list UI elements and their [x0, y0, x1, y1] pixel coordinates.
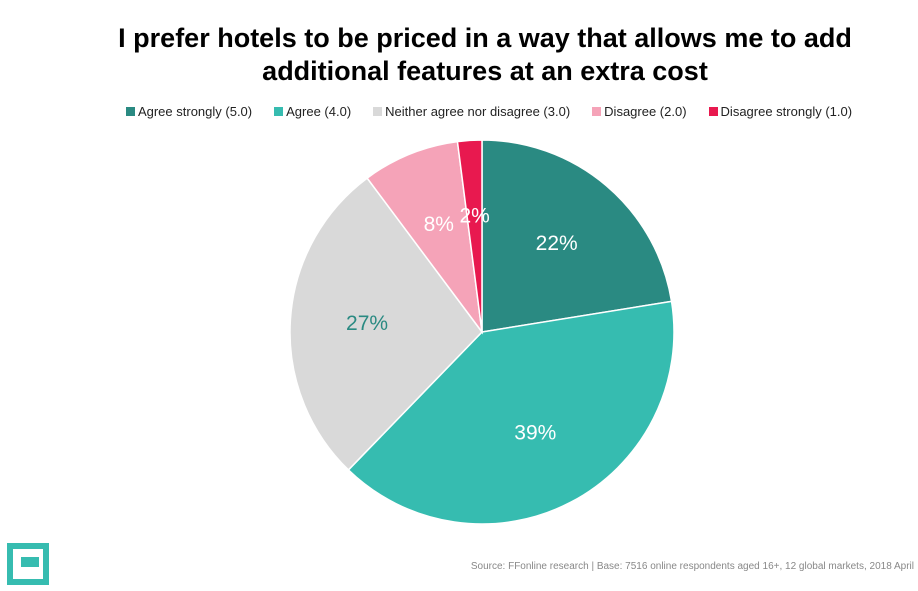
legend-item: Agree (4.0): [274, 104, 351, 119]
data-label: 8%: [424, 213, 454, 236]
chart-title: I prefer hotels to be priced in a way th…: [118, 23, 852, 86]
legend-swatch: [373, 107, 383, 116]
legend-item: Agree strongly (5.0): [125, 104, 253, 119]
pie-slice: [366, 140, 484, 335]
legend-swatch: [708, 107, 718, 116]
legend-label: Disagree (2.0): [604, 104, 687, 119]
legend-label: Neither agree nor disagree (3.0): [385, 104, 571, 119]
pie-slice: [289, 177, 483, 471]
data-label: 22%: [536, 232, 578, 255]
logo: [7, 543, 49, 585]
legend-swatch: [592, 107, 602, 116]
pie-slice: [347, 300, 675, 525]
legend-swatch: [125, 107, 135, 116]
legend-item: Disagree (2.0): [592, 104, 687, 119]
data-label: 2%: [459, 205, 489, 228]
data-label: 27%: [346, 312, 388, 335]
legend-swatch: [274, 107, 284, 116]
legend-item: Disagree strongly (1.0): [708, 104, 853, 119]
data-label: 39%: [514, 422, 556, 445]
legend-label: Disagree strongly (1.0): [720, 104, 853, 119]
source-note: Source: FFonline research | Base: 7516 o…: [470, 561, 914, 572]
pie-slice: [456, 139, 483, 333]
legend-label: Agree strongly (5.0): [137, 104, 253, 119]
pie-slice: [481, 139, 673, 333]
legend: Agree strongly (5.0) Agree (4.0) Neither a…: [0, 104, 918, 119]
legend-label: Agree (4.0): [286, 104, 352, 119]
legend-item: Neither agree nor disagree (3.0): [373, 104, 570, 119]
